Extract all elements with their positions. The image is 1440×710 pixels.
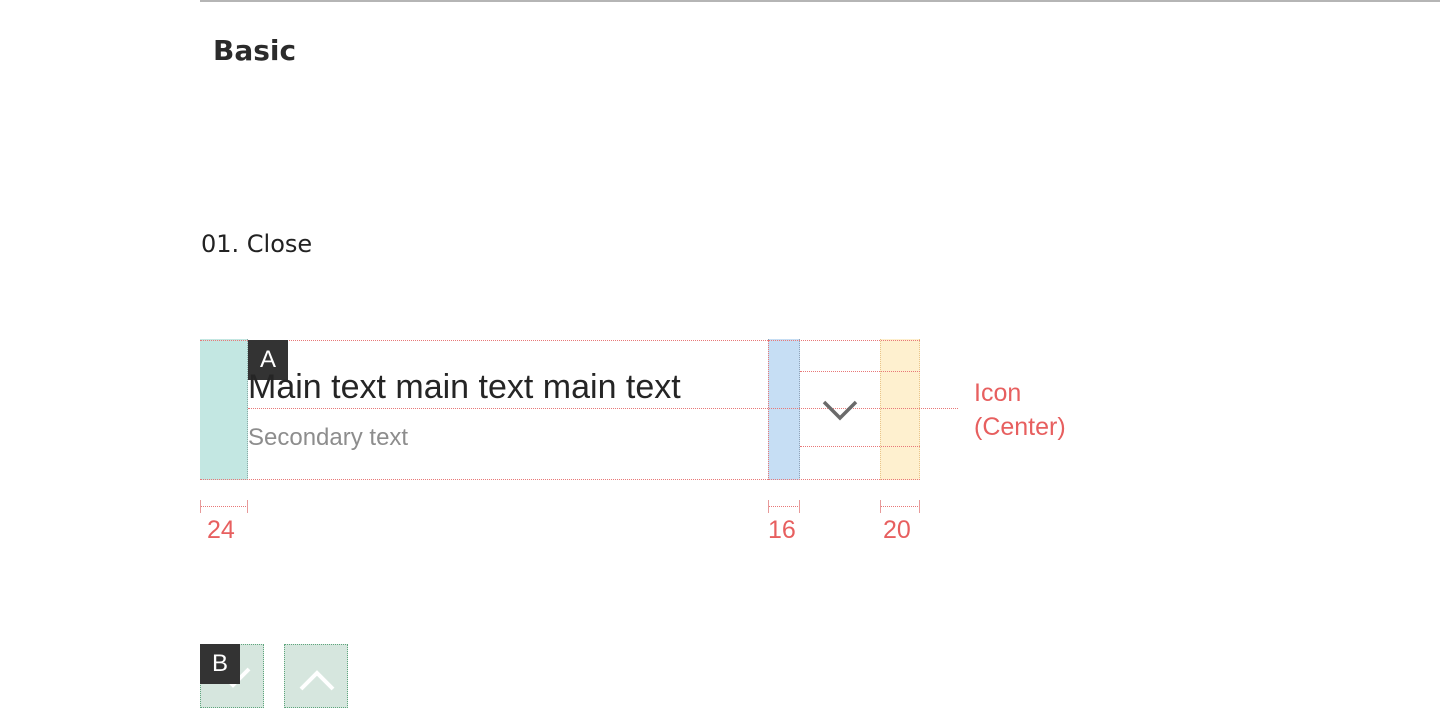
left-padding-zone xyxy=(200,339,248,480)
dimension-label-left-padding: 24 xyxy=(207,516,235,544)
dimension-marker-right-padding xyxy=(880,500,920,514)
dimension-marker-left-padding xyxy=(200,500,248,514)
dimension-marker-gap xyxy=(768,500,800,514)
secondary-text: Secondary text xyxy=(248,424,409,451)
guide-icon-top xyxy=(800,371,920,372)
icon-label-line2: (Center) xyxy=(974,413,1066,441)
icon-label-line1: Icon xyxy=(974,379,1022,407)
dimension-label-gap: 16 xyxy=(768,516,796,544)
guide-center xyxy=(248,408,958,409)
subsection-title: 01. Close xyxy=(201,230,313,258)
top-divider xyxy=(200,0,1440,2)
list-item-spec xyxy=(200,339,920,480)
sample-collapse-button[interactable] xyxy=(284,644,348,708)
badge-a: A xyxy=(248,340,288,380)
guide-text-end xyxy=(768,340,769,480)
guide-bottom xyxy=(200,479,920,480)
text-icon-gap-zone xyxy=(768,339,800,480)
chevron-up-icon xyxy=(299,670,335,691)
right-padding-zone xyxy=(880,339,920,480)
dimension-label-right-padding: 20 xyxy=(883,516,911,544)
main-text: Main text main text main text xyxy=(248,368,681,406)
guide-top xyxy=(200,340,920,341)
guide-icon-bottom xyxy=(800,446,920,447)
chevron-down-icon[interactable] xyxy=(822,398,858,422)
badge-b: B xyxy=(200,644,240,684)
section-title: Basic xyxy=(213,34,297,67)
icon-center-label: Icon (Center) xyxy=(974,376,1066,444)
